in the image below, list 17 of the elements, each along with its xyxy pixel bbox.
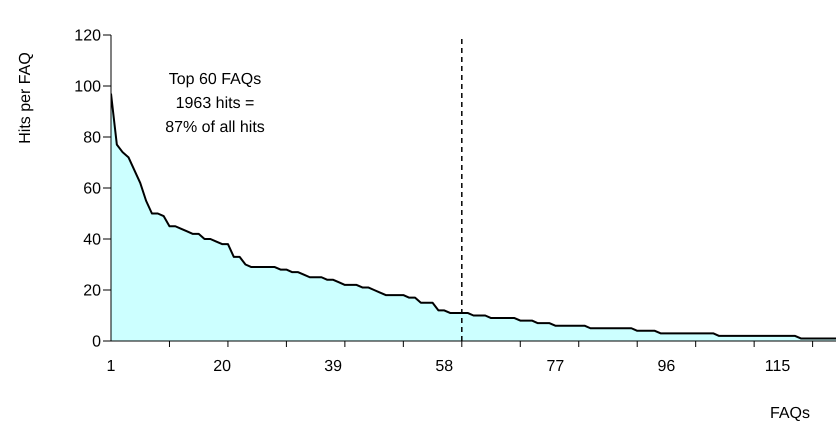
y-tick-label: 40 (83, 232, 102, 249)
x-tick-label: 39 (324, 358, 342, 375)
x-tick-label: 1 (106, 358, 116, 375)
y-tick-label: 120 (74, 28, 102, 45)
x-tick-label: 58 (435, 358, 454, 375)
y-tick-label: 80 (83, 130, 102, 147)
x-axis-title: FAQs (770, 405, 810, 422)
y-tick-label: 100 (74, 78, 102, 96)
x-tick-label: 20 (213, 358, 232, 375)
y-tick-label: 60 (83, 180, 102, 198)
x-tick-label: 115 (764, 358, 790, 375)
y-axis-title: Hits per FAQ (17, 52, 34, 144)
x-tick-label: 77 (546, 358, 564, 375)
y-tick-label: 20 (83, 282, 102, 300)
x-tick-label: 96 (658, 358, 676, 375)
annotation: Top 60 FAQs 1963 hits = 87% of all hits (164, 70, 266, 138)
y-tick-label: 0 (92, 334, 102, 351)
